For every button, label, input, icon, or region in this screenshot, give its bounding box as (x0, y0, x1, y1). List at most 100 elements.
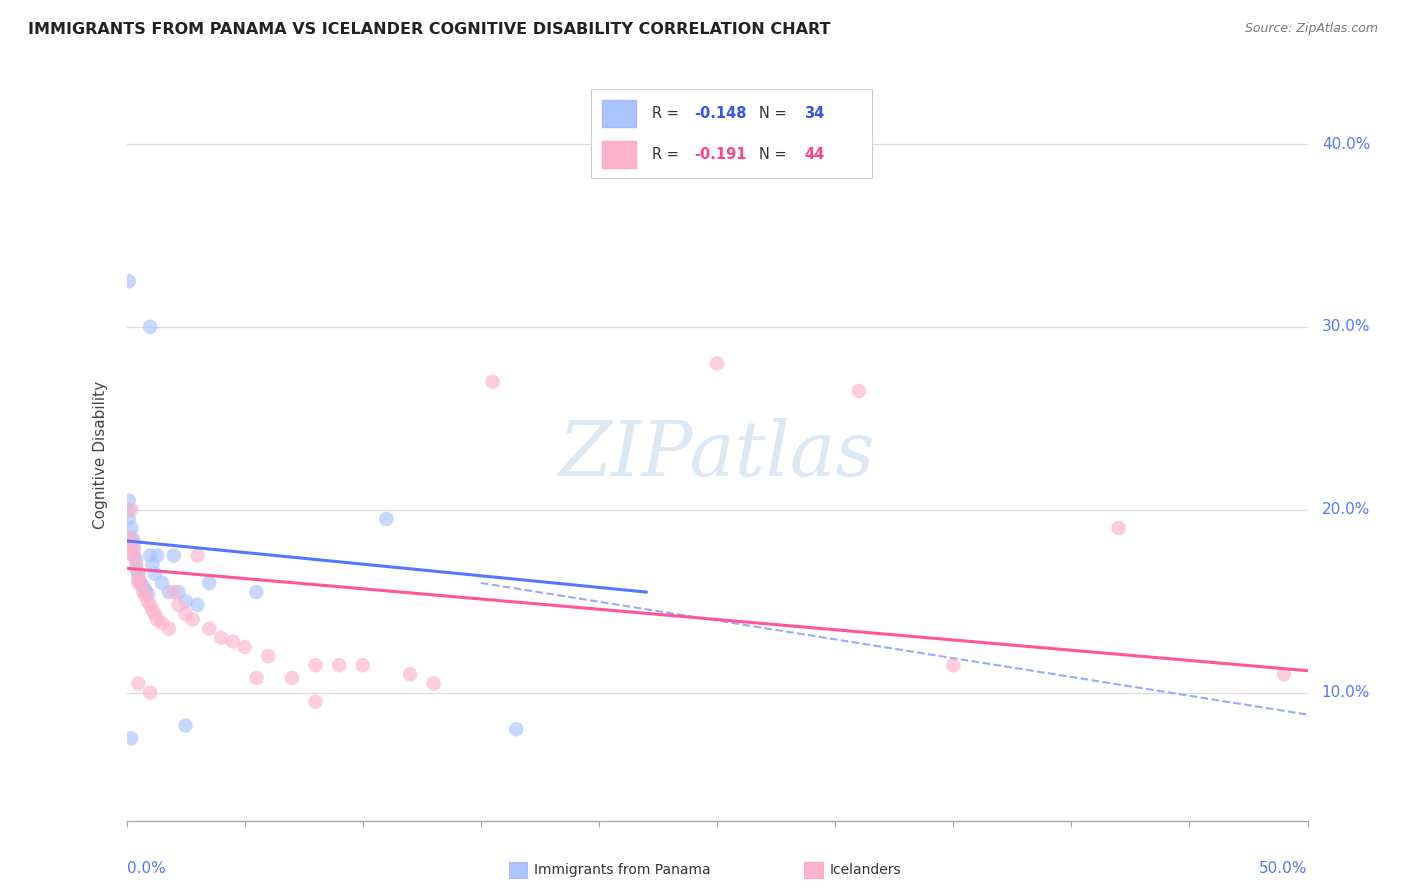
Point (505, 723, 527, 737)
FancyBboxPatch shape (602, 100, 636, 127)
Point (352, 658, 374, 673)
Point (139, 549, 162, 563)
Point (125, 561, 148, 575)
Text: 30.0%: 30.0% (1322, 319, 1371, 334)
Point (122, 543, 145, 558)
Point (174, 594, 197, 608)
Point (222, 634, 245, 648)
Point (129, 576, 152, 591)
Point (122, 549, 145, 563)
Point (167, 585, 190, 599)
Text: 0.0%: 0.0% (127, 861, 166, 876)
Text: -0.148: -0.148 (695, 106, 747, 120)
Point (122, 533, 145, 548)
Point (245, 671, 267, 685)
Point (120, 533, 142, 548)
Point (181, 612, 204, 626)
Point (125, 552, 148, 566)
Point (706, 356, 728, 371)
Point (328, 658, 350, 673)
Point (186, 549, 208, 563)
Text: 40.0%: 40.0% (1322, 136, 1369, 152)
Point (139, 598, 162, 612)
Point (848, 384, 870, 398)
Text: Immigrants from Panama: Immigrants from Panama (534, 863, 711, 877)
Point (209, 631, 232, 645)
Point (118, 512, 141, 526)
Point (118, 274, 141, 288)
Point (118, 530, 141, 544)
Point (118, 502, 141, 516)
Text: R =: R = (652, 147, 683, 161)
Point (399, 667, 422, 681)
Point (139, 685, 162, 699)
Point (1108, 521, 1130, 535)
Text: N =: N = (759, 147, 792, 161)
Point (127, 566, 149, 581)
Point (122, 549, 145, 563)
Point (150, 616, 173, 631)
Text: 34: 34 (804, 106, 824, 120)
Point (122, 539, 145, 553)
Point (141, 603, 163, 617)
Point (481, 375, 503, 389)
Point (198, 622, 221, 636)
Text: -0.191: -0.191 (695, 147, 747, 161)
Point (304, 695, 326, 709)
Point (198, 576, 221, 591)
Point (143, 566, 166, 581)
Point (186, 598, 208, 612)
Point (304, 658, 326, 673)
Point (375, 512, 398, 526)
Point (157, 585, 180, 599)
Point (125, 558, 148, 572)
Text: N =: N = (759, 106, 792, 120)
Point (174, 718, 197, 732)
Point (163, 585, 186, 599)
Text: ZIPatlas: ZIPatlas (558, 418, 876, 491)
Point (120, 530, 142, 544)
Point (127, 566, 149, 581)
Point (233, 640, 256, 654)
Point (143, 607, 166, 621)
Text: Icelanders: Icelanders (830, 863, 901, 877)
Point (174, 607, 197, 621)
Point (134, 583, 156, 598)
Point (129, 576, 152, 591)
FancyBboxPatch shape (602, 141, 636, 168)
Point (120, 521, 142, 535)
Point (146, 549, 169, 563)
Text: Source: ZipAtlas.com: Source: ZipAtlas.com (1244, 22, 1378, 36)
Point (163, 549, 186, 563)
Point (157, 622, 180, 636)
Point (132, 580, 155, 594)
Y-axis label: Cognitive Disability: Cognitive Disability (93, 381, 108, 529)
Point (141, 558, 163, 572)
Text: IMMIGRANTS FROM PANAMA VS ICELANDER COGNITIVE DISABILITY CORRELATION CHART: IMMIGRANTS FROM PANAMA VS ICELANDER COGN… (28, 22, 831, 37)
Point (139, 320, 162, 334)
Point (132, 585, 155, 599)
Point (120, 731, 142, 746)
Point (118, 493, 141, 508)
Point (127, 576, 149, 591)
Point (146, 612, 169, 626)
Point (136, 594, 159, 608)
Point (150, 576, 173, 591)
Point (136, 587, 159, 601)
Text: 20.0%: 20.0% (1322, 502, 1369, 517)
Text: 10.0%: 10.0% (1322, 685, 1369, 700)
Point (942, 658, 965, 673)
Point (134, 589, 156, 603)
Point (422, 676, 444, 690)
Point (245, 585, 267, 599)
Point (120, 502, 142, 516)
Text: 44: 44 (804, 147, 824, 161)
Point (1272, 667, 1295, 681)
Point (127, 676, 149, 690)
Point (127, 572, 149, 586)
Point (257, 649, 280, 664)
Text: 50.0%: 50.0% (1260, 861, 1308, 876)
Point (167, 598, 190, 612)
Point (281, 671, 304, 685)
Text: R =: R = (652, 106, 683, 120)
